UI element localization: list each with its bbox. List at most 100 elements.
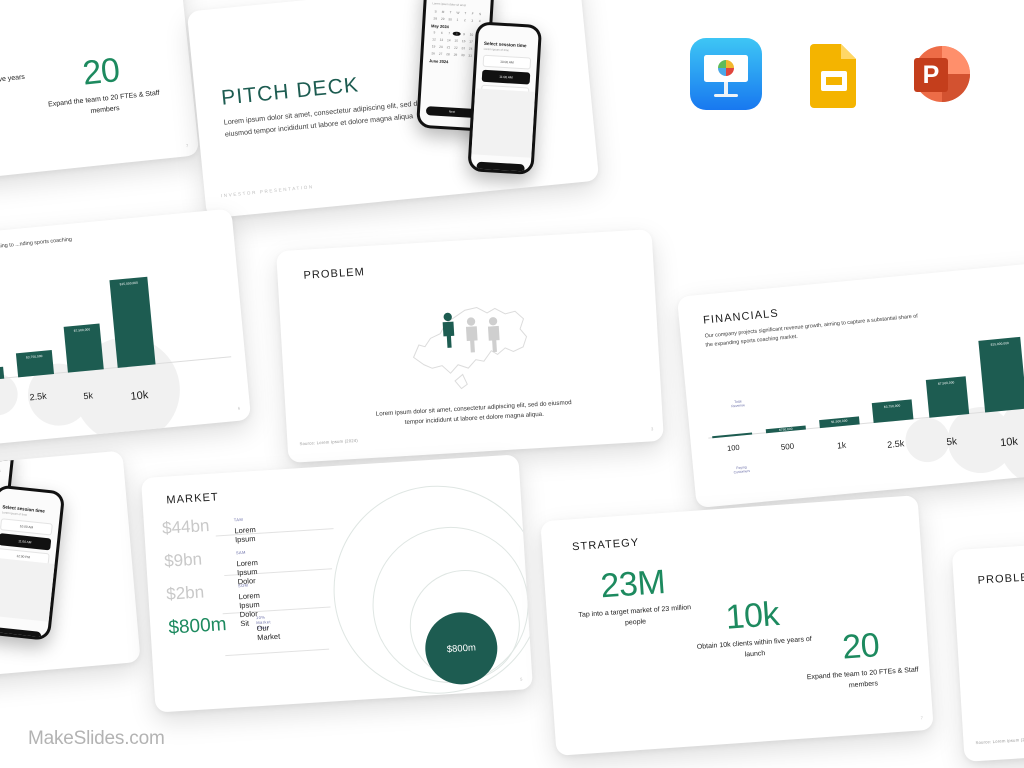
strategy-stat-desc: Expand the team to 20 FTEs & Staff membe…	[806, 666, 919, 689]
time-option-selected[interactable]: 11:00 AM	[481, 69, 531, 85]
page-number: 6	[237, 405, 241, 411]
time-option[interactable]: 10:00 AM	[482, 54, 532, 70]
microsoft-powerpoint-icon[interactable]: P	[904, 38, 976, 110]
market-bubble-chart: $800m	[215, 479, 534, 707]
problem-title: PROBLEM	[303, 266, 366, 282]
problem-title: PROBLEM	[977, 570, 1024, 587]
strategy-stat: 10k Obtain 10k clients within five years…	[0, 33, 28, 105]
market-row-label: Lorem Ipsum	[234, 525, 256, 545]
chart-bar-value: $750,000	[778, 426, 793, 432]
chart-bar	[712, 432, 753, 439]
time-option[interactable]: 10:00 AM	[0, 518, 53, 536]
chart-category-label: 2.5k	[886, 438, 905, 450]
strategy-title: STRATEGY	[571, 536, 640, 554]
market-row-tag: TAM	[233, 516, 244, 523]
chart-bar: $3,750,000	[871, 399, 914, 424]
chart-bar: $15,000,000	[978, 336, 1024, 413]
financials-bar-chart: $1,500,000 $3,750,000 $7,500,000 $15,000…	[0, 264, 236, 448]
problem-source-note: Source: Lorem Ipsum (2024)	[975, 736, 1024, 746]
chart-category-label: 10k	[130, 389, 149, 403]
time-list-area	[471, 88, 536, 158]
strategy-stat-number: 23M	[599, 562, 667, 606]
confirm-button[interactable]	[0, 626, 42, 638]
strategy-stat-desc: Obtain 10k clients within five years of …	[0, 73, 26, 92]
strategy-stat-number: 20	[80, 50, 122, 93]
chart-axis-line	[708, 403, 1024, 439]
slide-market[interactable]: MARKET $800m $44bn TAM Lorem Ipsum $9bn …	[140, 454, 534, 713]
chart-bar-value: $1,500,000	[830, 418, 848, 425]
phone-mockup-time-picker: Select session time Lorem ipsum of time …	[0, 484, 66, 641]
market-row-amount: $2bn	[165, 582, 205, 604]
market-title: MARKET	[166, 491, 220, 507]
problem-caption: Lorem ipsum dolor sit amet, consectetur …	[375, 399, 572, 427]
strategy-stat: 23M Tap into a target market of 23 milli…	[566, 563, 702, 633]
chart-x-axis-label: Paying Customers	[733, 464, 751, 475]
slide-problem-partial[interactable]: PROBLEM Source: Lorem Ipsum (2024)	[951, 536, 1024, 762]
pitch-deck-footer: INVESTOR PRESENTATION	[220, 184, 315, 199]
strategy-stat-number: 10k	[0, 33, 25, 78]
financials-title: FINANCIALS	[702, 307, 780, 327]
market-row-tag: SAM	[235, 549, 246, 556]
slide-financials-partial[interactable]: ...nue growth, aiming to ...nding sports…	[0, 208, 252, 454]
chart-bar: $750,000	[765, 425, 806, 434]
apple-keynote-icon[interactable]	[690, 38, 762, 110]
page-number: 3	[650, 426, 654, 432]
slide-pitch-deck[interactable]: PITCH DECK Lorem ipsum dolor sit amet, c…	[186, 0, 600, 219]
person-icon-primary	[442, 312, 455, 348]
page-number: 5	[519, 676, 523, 682]
chart-category-label: 1k	[836, 439, 847, 451]
chart-category-label: 500	[780, 441, 795, 452]
market-row: $44bn TAM Lorem Ipsum	[162, 516, 256, 552]
slide-financials[interactable]: FINANCIALS Our company projects signific…	[676, 259, 1024, 509]
time-option-selected[interactable]: 11:00 AM	[0, 533, 52, 551]
slide-phone-mockups[interactable]: Select start session date Lorem ipsum do…	[0, 450, 141, 686]
chart-bar-value: $3,750,000	[883, 402, 901, 409]
market-row-amount: $9bn	[163, 549, 203, 571]
market-row-amount: $800m	[167, 614, 228, 639]
weekday: S	[0, 468, 4, 473]
slide-strategy-partial[interactable]: 10k Obtain 10k clients within five years…	[0, 0, 200, 185]
phone-screen: Select session time Lorem ipsum of time …	[0, 487, 62, 638]
strategy-stat-number: 10k	[724, 595, 781, 637]
chart-bar-value: $7,500,000	[937, 379, 955, 386]
strategy-stat-desc: Tap into a target market of 23 million p…	[578, 604, 692, 627]
chart-bar: $1,500,000	[819, 416, 860, 429]
chart-bar: $15,000,000	[109, 276, 156, 368]
person-icon-muted	[465, 317, 478, 353]
market-row-amount: $44bn	[161, 515, 210, 538]
date-picker-heading: Select start session date	[0, 451, 3, 461]
app-icons-row: P	[690, 38, 990, 118]
strategy-stat: 20 Expand the team to 20 FTEs & Staff me…	[39, 48, 167, 121]
chart-bar-value: $15,000,000	[119, 280, 139, 286]
slide-strategy[interactable]: STRATEGY 23M Tap into a target market of…	[540, 495, 934, 756]
page-number: 7	[920, 715, 924, 721]
google-slides-icon[interactable]	[798, 38, 870, 110]
chart-y-axis-label: Total Revenue	[731, 398, 746, 409]
strategy-stat: 20 Expand the team to 20 FTEs & Staff me…	[801, 625, 923, 694]
confirm-button[interactable]	[476, 161, 525, 172]
chart-category-label: 10k	[999, 435, 1019, 450]
chart-bar: $1,500,000	[0, 366, 5, 383]
phone-mockup-time-picker: Select session time Lorem ipsum of time …	[467, 21, 543, 175]
market-rows: $44bn TAM Lorem Ipsum $9bn SAM Lorem Ips…	[162, 516, 281, 651]
decor-blob	[903, 416, 952, 465]
calendar-day[interactable]: 4	[0, 475, 3, 480]
weekday: S	[478, 12, 482, 17]
chart-bar: $7,500,000	[925, 376, 970, 418]
chart-category-label: 100	[726, 442, 740, 453]
connector-line	[225, 648, 330, 656]
chart-bar-value: $3,750,000	[25, 353, 43, 359]
slide-problem[interactable]: PROBLEM Lorem ipsum dolor sit amet, cons…	[276, 229, 664, 463]
strategy-stat-desc: Expand the team to 20 FTEs & Staff membe…	[47, 89, 160, 115]
financials-bar-chart: Total Revenue Paying Customers $750,000 $1…	[701, 331, 1024, 492]
chart-bar-value: $15,000,000	[990, 340, 1009, 347]
chart-category-label: 5k	[83, 390, 94, 402]
financials-subtitle-fragment: ...nue growth, aiming to ...nding sports…	[0, 236, 73, 254]
market-row-highlight: $800m 10% Market Share Our Market	[168, 614, 281, 651]
watermark: MakeSlides.com	[28, 728, 165, 749]
market-row: $9bn SAM Lorem Ipsum Dolor	[164, 549, 258, 586]
svg-text:P: P	[923, 61, 940, 89]
page-number: 7	[185, 143, 189, 149]
date-picker-sub: Lorem ipsum dolor sit amet	[0, 455, 4, 465]
